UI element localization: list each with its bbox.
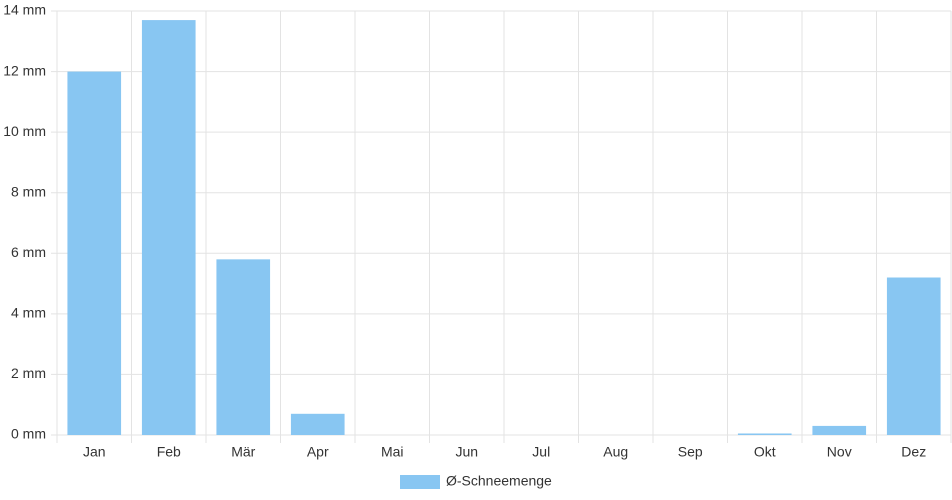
y-tick-label: 0 mm [11, 426, 46, 442]
bar [812, 425, 867, 435]
x-tick-label: Feb [157, 444, 181, 460]
x-tick-label: Jul [532, 444, 550, 460]
y-tick-label: 4 mm [11, 305, 46, 321]
bar [141, 20, 196, 435]
y-tick-label: 14 mm [3, 2, 46, 18]
x-tick-label: Aug [603, 444, 628, 460]
bar [886, 277, 941, 435]
x-tick-label: Apr [307, 444, 329, 460]
bar [737, 433, 792, 435]
bar [67, 71, 122, 436]
x-tick-label: Jun [455, 444, 478, 460]
x-tick-label: Dez [901, 444, 926, 460]
legend-label: Ø-Schneemenge [446, 473, 552, 489]
y-tick-label: 2 mm [11, 365, 46, 381]
bar [216, 259, 271, 435]
y-tick-label: 12 mm [3, 62, 46, 78]
y-tick-label: 10 mm [3, 123, 46, 139]
x-tick-label: Mär [231, 444, 255, 460]
x-tick-label: Jan [83, 444, 106, 460]
x-tick-label: Sep [678, 444, 703, 460]
x-tick-label: Mai [381, 444, 404, 460]
y-tick-label: 8 mm [11, 183, 46, 199]
y-tick-label: 6 mm [11, 244, 46, 260]
legend-swatch [400, 475, 440, 489]
bar [290, 413, 345, 435]
x-tick-label: Okt [754, 444, 776, 460]
x-tick-label: Nov [827, 444, 852, 460]
